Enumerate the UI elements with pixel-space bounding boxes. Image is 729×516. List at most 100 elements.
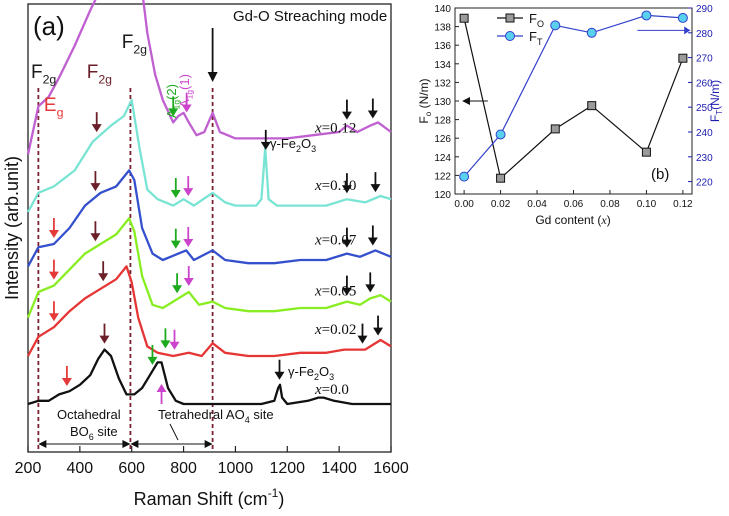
legend-marker [505, 13, 515, 23]
series-label-x=0.05: x=0.05 [314, 284, 356, 300]
peak-arrow [90, 171, 101, 192]
mode-label: A1g(1) [177, 74, 195, 108]
panel-b-right-axis-label: FT(N/m) [708, 80, 724, 122]
peak-arrow [373, 315, 384, 336]
b-line-F_T [463, 14, 683, 177]
panel-a-x-axis-label: Raman Shift (cm-1) [134, 486, 285, 509]
peak-arrow [168, 96, 179, 117]
peak-arrow [341, 99, 352, 120]
panel-b-force-constants: 0.00 0.02 0.04 0.06 0.08 0.10 0.12 120 122 124 126… [417, 4, 724, 227]
b-left-tick-label: 136 [434, 41, 451, 52]
spectra-series [26, 0, 392, 406]
b-left-tick-label: 132 [434, 78, 451, 89]
panel-a-y-axis-label: Intensity (arb.unit) [2, 156, 22, 300]
mode-label: A1g(2) [164, 84, 182, 118]
b-x-tick-label: 0.12 [673, 199, 693, 210]
peak-arrow [160, 328, 171, 349]
spectrum-x=0.0 [27, 348, 391, 406]
peak-arrow [367, 225, 378, 246]
b-left-tick-label: 138 [434, 23, 451, 34]
peak-arrow [341, 275, 352, 296]
series-label-x=0.10: x=0.10 [314, 178, 356, 194]
peak-arrow [48, 259, 59, 280]
reference-lines [37, 88, 214, 452]
b-left-tick-label: 120 [434, 190, 451, 201]
b-point-F_O [550, 124, 560, 134]
mode-label: F2g [31, 62, 56, 87]
b-right-tick-label: 290 [696, 4, 713, 15]
b-x-tick-label: 0.08 [600, 199, 620, 210]
x-tick-label: 400 [67, 460, 94, 477]
b-x-tick-label: 0.00 [454, 199, 474, 210]
peak-arrow [183, 266, 194, 286]
b-left-tick-label: 134 [434, 60, 451, 71]
b-point-F_T [495, 129, 506, 140]
region-double-arrow [130, 440, 213, 448]
b-right-tick-label: 250 [696, 103, 713, 114]
tetra-pointer [169, 423, 179, 441]
spectrum-x=0.10 [26, 98, 392, 213]
panel-b-ticks: 0.00 0.02 0.04 0.06 0.08 0.10 0.12 120 122 124 126… [434, 4, 713, 210]
b-right-tick-label: 270 [696, 54, 713, 65]
b-point-F_T [677, 12, 688, 23]
x-tick-label: 1000 [218, 460, 254, 477]
peak-arrow [357, 323, 368, 344]
legend-label-F_T: FT [529, 29, 543, 47]
x-tick-label: 200 [15, 460, 42, 477]
gd-o-mode-arrow [207, 28, 218, 82]
panel-b-series [459, 10, 691, 183]
panel-b-x-axis-label: Gd content (x) [535, 213, 610, 227]
peak-arrow [170, 228, 181, 249]
x-tick-label: 1400 [321, 460, 357, 477]
peak-arrow [260, 129, 271, 150]
b-x-tick-label: 0.10 [637, 199, 657, 210]
peak-arrow [274, 359, 285, 380]
b-right-tick-label: 220 [696, 178, 713, 189]
series-labels: x=0.12 x=0.10 x=0.07 x=0.05 x=0.02 x=0.0 [314, 120, 357, 398]
b-x-tick-label: 0.04 [527, 199, 547, 210]
region-double-arrow [38, 440, 131, 448]
peak-arrow [172, 273, 183, 294]
panel-b-label: (b) [651, 166, 669, 183]
peak-arrow [169, 329, 180, 350]
peak-arrow [90, 221, 101, 242]
b-x-tick-label: 0.06 [564, 199, 584, 210]
peak-arrow [341, 227, 352, 248]
series-label-x=0.0: x=0.0 [314, 382, 349, 398]
b-point-F_T [550, 20, 561, 31]
peak-arrow [147, 344, 158, 365]
peak-arrow [341, 173, 352, 194]
peak-arrow [367, 98, 378, 119]
b-point-F_O [459, 13, 469, 23]
peak-arrow [48, 218, 59, 238]
peak-arrow [48, 301, 59, 322]
b-right-tick-label: 240 [696, 128, 713, 139]
series-label-x=0.12: x=0.12 [314, 120, 356, 136]
mode-label: F2g [122, 32, 147, 57]
series-label-x=0.02: x=0.02 [314, 322, 356, 338]
b-point-F_O [641, 147, 651, 157]
mode-label: Eg [44, 95, 64, 120]
b-left-tick-label: 130 [434, 97, 451, 108]
panel-a-x-ticks: 200 400 600 800 1000 1200 1400 1600 [15, 446, 409, 477]
peak-arrow [99, 323, 110, 344]
x-tick-label: 1600 [373, 460, 409, 477]
mode-label: F2g [87, 62, 112, 87]
b-point-F_T [459, 171, 470, 182]
b-left-tick-label: 124 [434, 153, 451, 164]
mode-labels: F2g Eg F2g F2g A1g(2)A1g(1) [31, 32, 195, 120]
b-left-tick-label: 128 [434, 116, 451, 127]
b-right-tick-label: 280 [696, 29, 713, 40]
octahedral-label: Octahedral [57, 407, 121, 422]
peak-arrow-up [156, 384, 167, 404]
panel-a-frame [27, 3, 392, 453]
peak-arrow [370, 172, 381, 193]
region-arrows [38, 423, 213, 448]
bo6-site-label: BO6 site [70, 424, 118, 442]
panel-a-label: (a) [33, 11, 65, 41]
spectrum-x=0.12 [26, 0, 392, 155]
b-left-tick-label: 122 [434, 171, 451, 182]
series-label-x=0.07: x=0.07 [314, 232, 357, 248]
impurity-label-x000: γ-Fe2O3 [288, 364, 334, 382]
